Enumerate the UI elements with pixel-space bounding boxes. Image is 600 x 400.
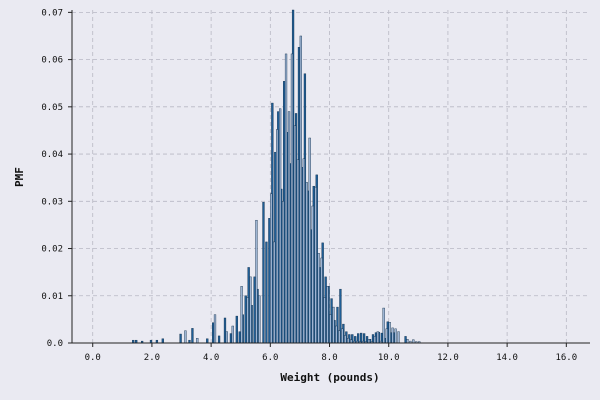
bar-series-2 — [293, 125, 297, 344]
bar-series-2 — [276, 129, 279, 344]
bar-series-2 — [231, 325, 234, 344]
y-tick-label: 0.04 — [41, 150, 63, 160]
x-tick-label: 6.0 — [262, 353, 278, 363]
bar-series-1 — [223, 317, 227, 344]
bar-series-2 — [311, 205, 314, 344]
x-axis-label: Weight (pounds) — [280, 371, 379, 384]
y-tick-label: 0.03 — [41, 197, 63, 207]
bar-series-2 — [382, 307, 385, 344]
bar-series-1 — [253, 276, 256, 344]
bar-series-2 — [305, 182, 308, 344]
x-tick-label: 12.0 — [437, 353, 459, 363]
bar-series-2 — [255, 219, 258, 344]
bar-series-2 — [323, 297, 326, 344]
y-tick-label: 0.05 — [41, 103, 63, 113]
bar-series-1 — [268, 218, 271, 344]
bar-series-1 — [217, 335, 221, 344]
x-tick-label: 8.0 — [321, 353, 337, 363]
bar-series-2 — [332, 306, 335, 344]
bar-series-2 — [270, 193, 273, 344]
x-tick-label: 14.0 — [496, 353, 518, 363]
bar-series-2 — [258, 295, 261, 344]
bar-series-2 — [391, 327, 394, 344]
bar-series-2 — [335, 325, 338, 344]
y-tick-label: 0.06 — [41, 56, 63, 66]
bar-series-2 — [249, 276, 252, 344]
bar-series-2 — [406, 339, 409, 344]
bar-series-2 — [281, 201, 285, 344]
bar-series-2 — [320, 257, 323, 344]
bar-series-2 — [196, 338, 199, 344]
bar-series-2 — [388, 322, 391, 344]
bar-series-2 — [299, 35, 302, 344]
bar-series-1 — [238, 331, 241, 344]
x-tick-label: 16.0 — [555, 353, 577, 363]
bar-series-2 — [373, 336, 376, 344]
x-tick-label: 0.0 — [85, 353, 101, 363]
x-tick-label: 2.0 — [144, 353, 160, 363]
bar-series-2 — [279, 108, 282, 344]
bar-series-2 — [344, 335, 347, 344]
y-tick-label: 0.07 — [41, 8, 63, 18]
bar-series-1 — [265, 241, 268, 344]
x-tick-label: 4.0 — [203, 353, 219, 363]
bar-series-2 — [385, 328, 388, 344]
bar-series-1 — [235, 315, 238, 344]
bar-series-2 — [290, 53, 294, 344]
bar-series-1 — [179, 333, 182, 344]
x-tick-label: 10.0 — [378, 353, 400, 363]
y-tick-label: 0.0 — [47, 339, 63, 349]
bar-series-2 — [341, 328, 344, 344]
bars — [132, 9, 421, 344]
bar-series-2 — [246, 297, 249, 344]
bar-series-2 — [213, 314, 217, 344]
bar-series-2 — [273, 241, 276, 344]
bar-series-2 — [397, 331, 400, 344]
bar-series-2 — [284, 53, 288, 344]
bar-series-2 — [338, 330, 341, 344]
bar-series-2 — [376, 331, 379, 344]
bar-series-2 — [367, 339, 371, 344]
y-tick-label: 0.01 — [41, 292, 63, 302]
bar-series-1 — [212, 322, 215, 344]
bar-series-1 — [404, 336, 407, 344]
axes — [68, 10, 590, 347]
bar-series-2 — [308, 137, 311, 344]
bar-series-2 — [394, 328, 397, 344]
y-tick-label: 0.02 — [41, 245, 63, 255]
bar-series-2 — [296, 159, 300, 344]
bar-series-1 — [161, 338, 164, 344]
bar-series-2 — [329, 314, 332, 344]
y-axis-label: PMF — [13, 167, 26, 187]
tick-labels: 0.0 2.0 4.0 6.0 8.0 10.0 12.0 14.0 16.0 0.0 0.01 0.… — [41, 8, 577, 363]
bar-series-2 — [347, 338, 350, 344]
bar-series-2 — [326, 286, 329, 344]
bar-series-1 — [191, 328, 194, 344]
bar-series-1 — [229, 333, 233, 344]
bar-series-2 — [314, 186, 317, 344]
bar-series-2 — [317, 253, 320, 344]
bar-series-1 — [244, 295, 247, 344]
bar-series-1 — [262, 202, 265, 344]
bar-series-1 — [206, 338, 209, 344]
bar-series-2 — [184, 330, 187, 344]
bar-series-2 — [240, 286, 243, 344]
bar-series-2 — [302, 158, 305, 344]
bar-series-2 — [287, 111, 291, 344]
bar-series-2 — [225, 331, 228, 344]
